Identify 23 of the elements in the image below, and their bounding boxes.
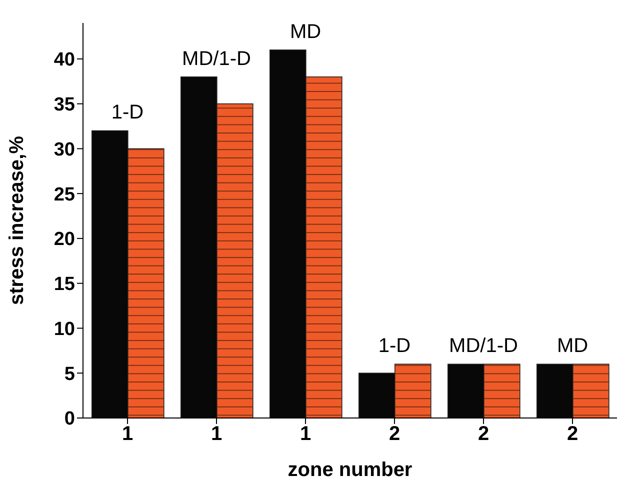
x-tick-label: 1: [300, 423, 312, 446]
y-tick-label: 20: [54, 229, 75, 250]
x-tick-label: 1: [210, 423, 222, 446]
x-tick-label: 2: [566, 423, 578, 446]
x-tick-label: 1: [122, 423, 134, 446]
y-tick-label: 25: [54, 184, 76, 206]
x-tick-label: 2: [388, 423, 400, 446]
annotation: MD/1-D: [182, 48, 251, 70]
y-axis-title: stress increase,%: [6, 136, 28, 306]
y-tick-label: 10: [54, 318, 75, 340]
annotation: MD: [556, 335, 588, 358]
annotation: 1-D: [378, 335, 411, 358]
x-tick-label: 2: [478, 423, 490, 446]
y-tick-label: 0: [64, 408, 75, 430]
annotation: MD/1-D: [449, 335, 518, 358]
x-axis-title: zone number: [288, 459, 412, 481]
y-tick-label: 15: [54, 274, 76, 296]
annotation: MD: [290, 20, 322, 43]
annotation: 1-D: [111, 102, 144, 124]
y-tick-label: 5: [64, 364, 76, 385]
y-tick-label: 40: [54, 50, 75, 71]
y-tick-label: 30: [54, 139, 75, 160]
y-tick-label: 35: [54, 94, 76, 116]
